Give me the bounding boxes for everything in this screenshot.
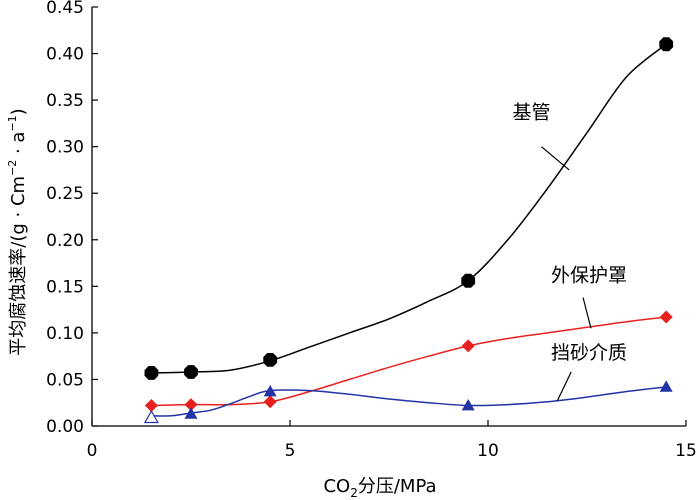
series-label: 外保护罩	[551, 265, 627, 287]
series-line	[151, 386, 667, 417]
data-point	[144, 366, 159, 380]
data-point	[184, 398, 198, 412]
series-label: 挡砂介质	[551, 342, 627, 364]
series-layer	[143, 37, 674, 424]
data-point	[461, 339, 475, 353]
y-tick-label: 0.20	[46, 231, 84, 251]
y-tick-label: 0.10	[46, 324, 84, 344]
x-tick-label: 15	[675, 441, 697, 461]
data-point	[659, 37, 674, 52]
series-line	[151, 316, 667, 407]
data-point	[263, 395, 277, 409]
data-point	[184, 407, 198, 419]
y-tick-label: 0.00	[46, 417, 84, 437]
annotation-leader	[582, 297, 592, 329]
annotation-leader	[541, 146, 570, 171]
data-point	[184, 365, 198, 379]
data-point	[461, 273, 476, 288]
y-tick-label: 0.05	[46, 370, 84, 390]
data-point	[263, 385, 277, 397]
y-tick-label: 0.35	[46, 91, 84, 111]
x-tick-label: 0	[87, 441, 98, 461]
data-point	[461, 399, 475, 411]
x-axis-title: CO2分压/MPa	[323, 476, 436, 500]
annotation-leader	[556, 371, 572, 402]
series-line	[151, 43, 667, 374]
data-point	[144, 399, 158, 413]
data-point	[659, 310, 673, 324]
data-point	[143, 409, 159, 424]
y-axis-title: 平均腐蚀速率/(g · Cm−2 · a−1)	[6, 108, 29, 355]
y-tick-label: 0.25	[46, 184, 84, 204]
y-tick-label: 0.40	[46, 45, 84, 65]
series-label: 基管	[513, 102, 551, 124]
axes: 0.00 0.05 0.10 0.15 0.20 0.25 0.30 0.35 0.40 0.45…	[46, 0, 697, 461]
x-tick-label: 10	[477, 441, 499, 461]
y-tick-label: 0.15	[46, 277, 84, 297]
data-point	[659, 380, 673, 392]
data-point	[263, 353, 278, 367]
x-tick-label: 5	[285, 441, 296, 461]
y-tick-label: 0.45	[46, 0, 84, 18]
y-tick-label: 0.30	[46, 138, 84, 158]
